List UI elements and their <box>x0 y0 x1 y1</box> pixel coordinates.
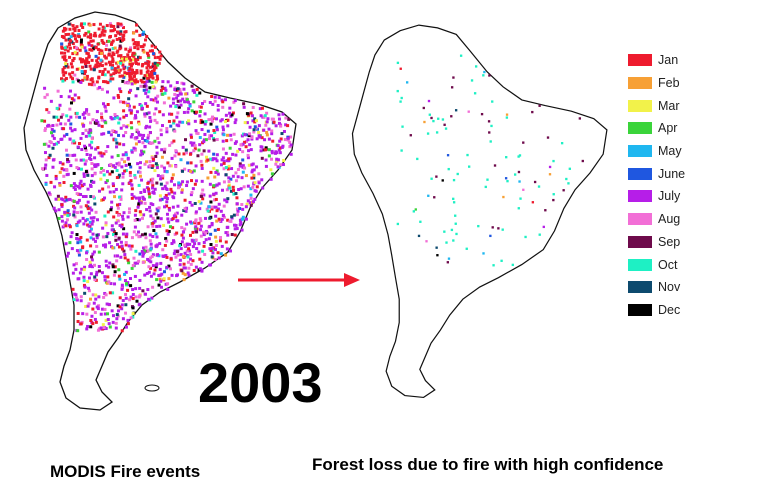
legend-label: Sep <box>658 234 681 249</box>
legend-label: Nov <box>658 280 681 295</box>
legend-label: Mar <box>658 98 680 113</box>
right-map-caption: Forest loss due to fire with high confid… <box>312 455 664 474</box>
legend-label: May <box>658 144 682 159</box>
legend-swatch <box>628 281 652 294</box>
legend-swatch <box>628 235 652 248</box>
legend-label: Feb <box>658 76 680 91</box>
legend-swatch <box>628 99 652 112</box>
legend-item-apr: Apr <box>628 117 738 140</box>
legend-label: Apr <box>658 121 678 136</box>
legend-label: July <box>658 189 681 204</box>
legend-item-july: July <box>628 185 738 208</box>
legend-swatch <box>628 190 652 203</box>
legend-item-mar: Mar <box>628 94 738 117</box>
arrow <box>238 273 360 287</box>
legend-swatch <box>628 122 652 135</box>
legend-swatch <box>628 145 652 158</box>
legend-swatch <box>628 167 652 180</box>
legend-label: June <box>658 166 686 181</box>
legend-swatch <box>628 258 652 271</box>
falkland-islands <box>144 384 160 392</box>
legend-item-sep: Sep <box>628 231 738 254</box>
legend-item-aug: Aug <box>628 208 738 231</box>
legend-label: Jan <box>658 53 679 68</box>
south-america-outline <box>351 24 608 399</box>
forest-loss-pixels <box>396 54 584 267</box>
legend-item-oct: Oct <box>628 253 738 276</box>
legend-item-jan: Jan <box>628 49 738 72</box>
month-legend: Jan Feb Mar Apr May June July Aug Sep Oct Nov Dec <box>628 49 738 321</box>
legend-swatch <box>628 77 652 90</box>
legend-item-feb: Feb <box>628 72 738 95</box>
legend-swatch <box>628 303 652 316</box>
legend-swatch <box>628 213 652 226</box>
legend-item-may: May <box>628 140 738 163</box>
legend-item-june: June <box>628 162 738 185</box>
forest-loss-map <box>351 24 608 399</box>
legend-label: Oct <box>658 257 678 272</box>
legend-label: Aug <box>658 212 681 227</box>
legend-swatch <box>628 54 652 67</box>
modis-fire-map <box>23 11 297 411</box>
year-label: 2003 <box>198 351 323 414</box>
legend-label: Dec <box>658 302 681 317</box>
legend-item-dec: Dec <box>628 299 738 322</box>
legend-item-nov: Nov <box>628 276 738 299</box>
left-map-caption: MODIS Fire events <box>50 462 201 481</box>
fire-event-pixels <box>40 22 293 333</box>
